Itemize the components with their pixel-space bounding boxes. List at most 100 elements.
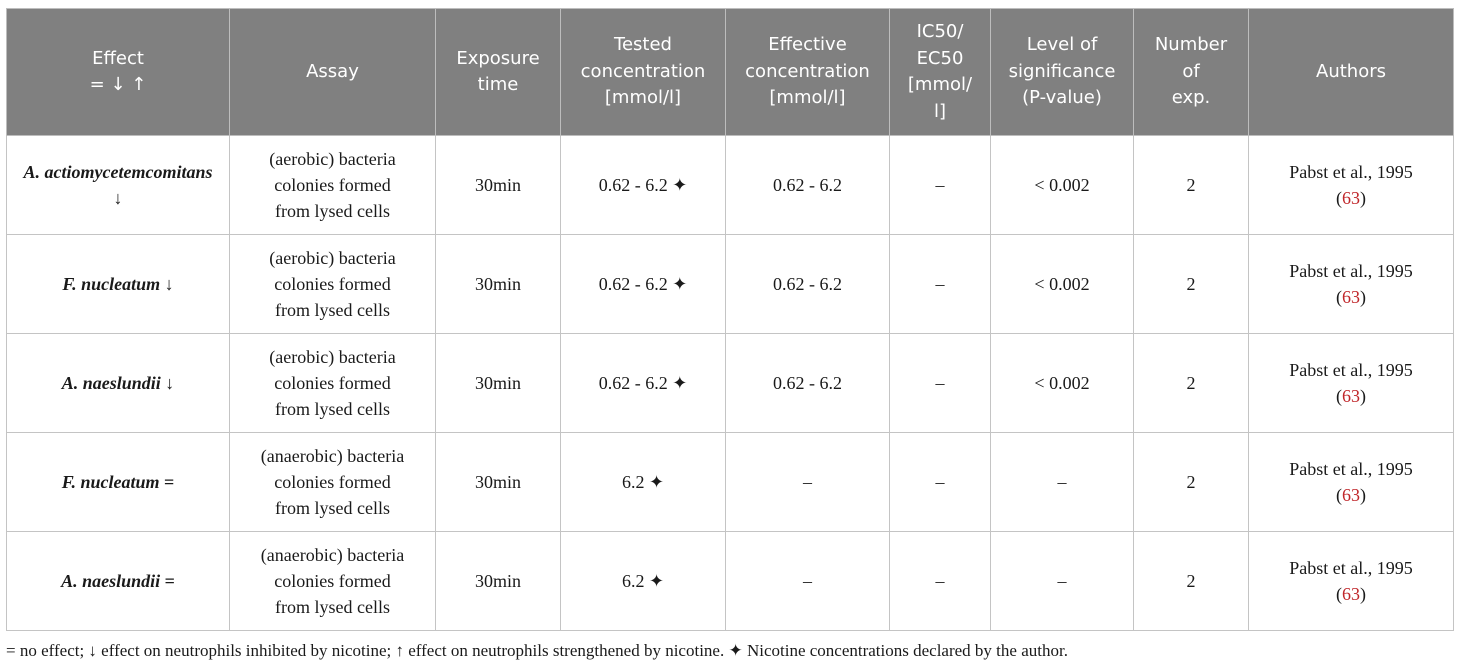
- assay-line: (aerobic) bacteria: [269, 149, 396, 169]
- exposure-cell: 30min: [435, 135, 561, 235]
- assay-line: (anaerobic) bacteria: [260, 545, 405, 565]
- effect-symbol: ↓: [164, 274, 174, 294]
- header-line: concentration: [745, 60, 870, 82]
- significance-cell: –: [990, 531, 1134, 631]
- assay-cell: (aerobic) bacteria colonies formed from …: [229, 234, 436, 334]
- header-line: of: [1182, 60, 1200, 82]
- table-row: F. nucleatum ↓ (aerobic) bacteria coloni…: [6, 234, 1454, 334]
- header-line: significance: [1008, 60, 1116, 82]
- assay-cell: (anaerobic) bacteria colonies formed fro…: [229, 432, 436, 532]
- assay-line: colonies formed: [274, 373, 391, 393]
- assay-line: from lysed cells: [275, 597, 390, 617]
- effect-symbol: =: [164, 571, 175, 591]
- header-effect: Effect = ↓ ↑: [6, 8, 230, 136]
- assay-line: from lysed cells: [275, 201, 390, 221]
- header-line: Assay: [306, 60, 359, 82]
- header-assay: Assay: [229, 8, 436, 136]
- ic50-cell: –: [889, 333, 991, 433]
- exposure-cell: 30min: [435, 234, 561, 334]
- header-row: Effect = ↓ ↑ Assay Exposure time Tested …: [6, 8, 1454, 136]
- header-effective-concentration: Effective concentration [mmol/l]: [725, 8, 890, 136]
- species-name: A. actiomycetemcomitans: [23, 162, 213, 182]
- header-line: Authors: [1316, 60, 1386, 82]
- header-line: [mmol/l]: [604, 87, 682, 109]
- species-name: A. naeslundii: [61, 571, 161, 591]
- number-cell: 2: [1133, 333, 1249, 433]
- header-authors: Authors: [1248, 8, 1454, 136]
- significance-cell: < 0.002: [990, 234, 1134, 334]
- header-line: time: [477, 74, 519, 95]
- effective-concentration-cell: 0.62 - 6.2: [725, 234, 890, 334]
- header-line: Effect: [92, 47, 144, 69]
- table-body: A. actiomycetemcomitans ↓ (aerobic) bact…: [6, 135, 1454, 631]
- authors-cell: Pabst et al., 1995 (63): [1248, 531, 1454, 631]
- species-name: A. naeslundii: [61, 373, 161, 393]
- reference-link[interactable]: 63: [1342, 386, 1360, 406]
- authors-cell: Pabst et al., 1995 (63): [1248, 135, 1454, 235]
- ic50-cell: –: [889, 135, 991, 235]
- author-citation: Pabst et al., 1995: [1289, 360, 1413, 380]
- header-line: exp.: [1171, 87, 1211, 109]
- reference-link[interactable]: 63: [1342, 287, 1360, 307]
- header-line: (P-value): [1022, 87, 1102, 109]
- header-exposure-time: Exposure time: [435, 8, 561, 136]
- table-row: A. naeslundii ↓ (aerobic) bacteria colon…: [6, 333, 1454, 433]
- table-row: A. actiomycetemcomitans ↓ (aerobic) bact…: [6, 135, 1454, 235]
- assay-line: from lysed cells: [275, 399, 390, 419]
- header-line: EC50: [916, 47, 964, 69]
- assay-line: colonies formed: [274, 175, 391, 195]
- number-cell: 2: [1133, 135, 1249, 235]
- table-footnote: = no effect; ↓ effect on neutrophils inh…: [6, 641, 1068, 660]
- significance-cell: –: [990, 432, 1134, 532]
- effect-symbol: ↓: [113, 188, 123, 208]
- effect-cell: F. nucleatum ↓: [6, 234, 230, 334]
- effect-cell: A. naeslundii ↓: [6, 333, 230, 433]
- reference-link[interactable]: 63: [1342, 485, 1360, 505]
- header-line: Level of: [1026, 34, 1098, 56]
- authors-cell: Pabst et al., 1995 (63): [1248, 432, 1454, 532]
- header-line: [mmol/l]: [769, 87, 846, 109]
- table-row: A. naeslundii = (anaerobic) bacteria col…: [6, 531, 1454, 631]
- significance-cell: < 0.002: [990, 135, 1134, 235]
- species-name: F. nucleatum: [61, 472, 160, 492]
- assay-line: colonies formed: [274, 274, 391, 294]
- authors-cell: Pabst et al., 1995 (63): [1248, 333, 1454, 433]
- tested-concentration-cell: 6.2 ✦: [560, 531, 726, 631]
- author-citation: Pabst et al., 1995: [1289, 459, 1413, 479]
- author-citation: Pabst et al., 1995: [1289, 162, 1413, 182]
- header-line: Exposure: [456, 47, 540, 69]
- effect-cell: A. actiomycetemcomitans ↓: [6, 135, 230, 235]
- effect-symbol: ↓: [165, 373, 175, 393]
- header-ic50-ec50: IC50/ EC50 [mmol/ l]: [889, 8, 991, 136]
- tested-concentration-cell: 0.62 - 6.2 ✦: [560, 135, 726, 235]
- number-cell: 2: [1133, 432, 1249, 532]
- assay-line: (aerobic) bacteria: [269, 347, 396, 367]
- authors-cell: Pabst et al., 1995 (63): [1248, 234, 1454, 334]
- reference-link[interactable]: 63: [1342, 188, 1360, 208]
- header-line: [mmol/: [907, 74, 973, 95]
- assay-line: (anaerobic) bacteria: [260, 446, 405, 466]
- effective-concentration-cell: –: [725, 432, 890, 532]
- reference-link[interactable]: 63: [1342, 584, 1360, 604]
- effective-concentration-cell: 0.62 - 6.2: [725, 135, 890, 235]
- results-table: Effect = ↓ ↑ Assay Exposure time Tested …: [6, 8, 1454, 631]
- assay-line: from lysed cells: [275, 300, 390, 320]
- table-container: Effect = ↓ ↑ Assay Exposure time Tested …: [6, 8, 1454, 631]
- ic50-cell: –: [889, 234, 991, 334]
- assay-cell: (aerobic) bacteria colonies formed from …: [229, 333, 436, 433]
- effective-concentration-cell: 0.62 - 6.2: [725, 333, 890, 433]
- ic50-cell: –: [889, 531, 991, 631]
- number-cell: 2: [1133, 531, 1249, 631]
- header-tested-concentration: Tested concentration [mmol/l]: [560, 8, 726, 136]
- exposure-cell: 30min: [435, 333, 561, 433]
- effect-cell: A. naeslundii =: [6, 531, 230, 631]
- tested-concentration-cell: 0.62 - 6.2 ✦: [560, 234, 726, 334]
- author-citation: Pabst et al., 1995: [1289, 558, 1413, 578]
- effective-concentration-cell: –: [725, 531, 890, 631]
- header-line: Tested: [614, 34, 672, 56]
- header-number-of-exp: Number of exp.: [1133, 8, 1249, 136]
- assay-line: colonies formed: [274, 472, 391, 492]
- table-header: Effect = ↓ ↑ Assay Exposure time Tested …: [6, 8, 1454, 136]
- tested-concentration-cell: 6.2 ✦: [560, 432, 726, 532]
- header-line: Effective: [768, 34, 847, 56]
